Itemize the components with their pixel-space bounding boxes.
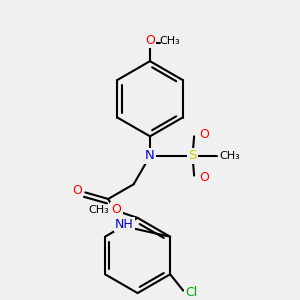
Text: O: O bbox=[199, 128, 209, 141]
Text: CH₃: CH₃ bbox=[219, 151, 240, 161]
Text: Cl: Cl bbox=[185, 286, 197, 299]
Text: CH₃: CH₃ bbox=[159, 36, 180, 46]
Text: N: N bbox=[145, 149, 155, 162]
Text: S: S bbox=[188, 149, 197, 162]
Text: O: O bbox=[111, 203, 121, 216]
Text: NH: NH bbox=[115, 218, 134, 231]
Text: CH₃: CH₃ bbox=[88, 205, 109, 215]
Text: O: O bbox=[72, 184, 82, 197]
Text: O: O bbox=[145, 34, 155, 47]
Text: O: O bbox=[199, 171, 209, 184]
